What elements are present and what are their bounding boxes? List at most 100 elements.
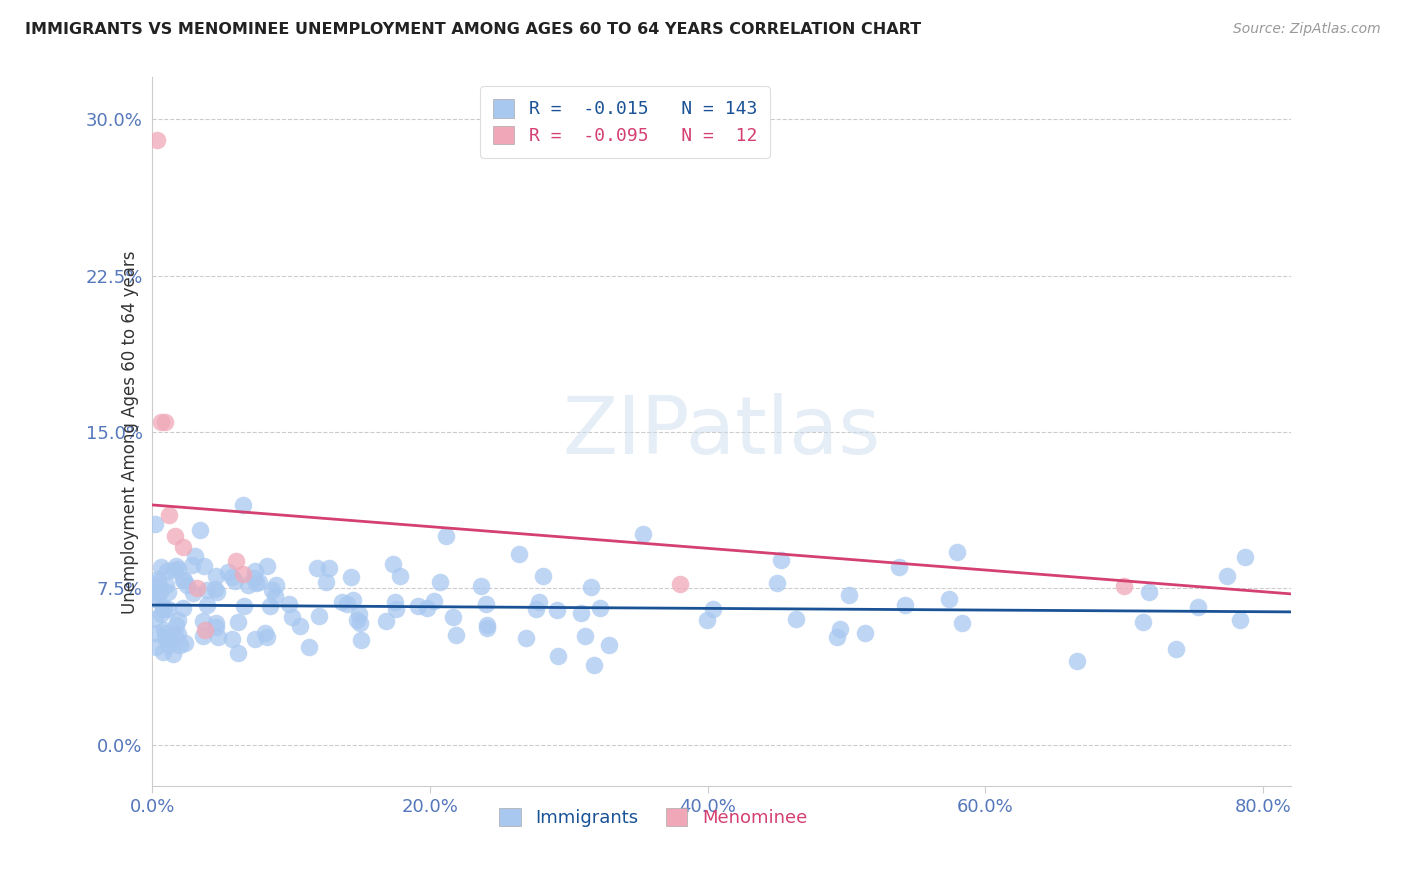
Point [174,636,197,650]
Point [526,602,548,616]
Point [153,602,176,616]
Point [245,575,267,590]
Point [475,621,498,635]
Point [253,626,276,640]
Point [148,584,170,599]
Point [191,614,214,628]
Point [243,565,266,579]
Point [342,592,364,607]
Point [165,558,187,573]
Point [281,610,304,624]
Point [148,579,170,593]
Point [172,573,194,587]
Point [416,600,439,615]
Point [1229,613,1251,627]
Point [260,582,283,597]
Point [631,527,654,541]
Point [266,578,288,592]
Point [1137,585,1160,599]
Point [1066,655,1088,669]
Point [243,632,266,647]
Point [156,585,179,599]
Point [938,592,960,607]
Point [547,649,569,664]
Point [172,601,194,615]
Point [205,620,228,634]
Point [769,553,792,567]
Point [166,627,188,641]
Point [298,640,321,655]
Point [1187,599,1209,614]
Point [165,629,187,643]
Point [186,582,208,596]
Point [224,574,246,588]
Point [243,571,266,585]
Point [204,582,226,596]
Point [163,529,186,543]
Point [225,554,247,568]
Point [531,569,554,583]
Point [384,595,406,609]
Point [146,572,169,586]
Point [169,638,191,652]
Point [204,569,226,583]
Point [163,563,186,577]
Point [669,577,692,591]
Point [589,601,612,615]
Point [157,638,180,652]
Point [247,574,270,589]
Point [155,631,177,645]
Point [408,599,430,614]
Point [350,633,373,648]
Point [441,609,464,624]
Point [315,574,337,589]
Point [308,608,330,623]
Point [336,597,359,611]
Point [429,574,451,589]
Point [172,540,194,554]
Point [195,598,218,612]
Point [152,599,174,614]
Point [381,558,404,572]
Point [188,523,211,537]
Point [183,549,205,563]
Point [318,561,340,575]
Point [193,629,215,643]
Point [145,587,167,601]
Point [204,615,226,630]
Point [288,619,311,633]
Point [702,601,724,615]
Point [217,565,239,579]
Point [546,603,568,617]
Point [180,558,202,573]
Point [830,622,852,636]
Point [155,626,177,640]
Point [569,606,592,620]
Point [146,582,169,597]
Point [176,578,198,592]
Point [1234,550,1257,565]
Point [256,630,278,644]
Point [515,631,537,645]
Point [193,558,215,573]
Text: Source: ZipAtlas.com: Source: ZipAtlas.com [1233,22,1381,37]
Point [477,618,499,632]
Point [153,623,176,637]
Text: ZIPatlas: ZIPatlas [562,393,880,471]
Point [825,630,848,644]
Point [221,632,243,647]
Point [950,616,973,631]
Text: IMMIGRANTS VS MENOMINEE UNEMPLOYMENT AMONG AGES 60 TO 64 YEARS CORRELATION CHART: IMMIGRANTS VS MENOMINEE UNEMPLOYMENT AMO… [25,22,921,37]
Point [166,613,188,627]
Point [173,574,195,588]
Point [422,594,444,608]
Point [508,547,530,561]
Point [153,415,176,429]
Point [165,617,187,632]
Point [887,559,910,574]
Point [346,613,368,627]
Point [145,133,167,147]
Point [332,595,354,609]
Point [838,588,860,602]
Point [149,607,172,621]
